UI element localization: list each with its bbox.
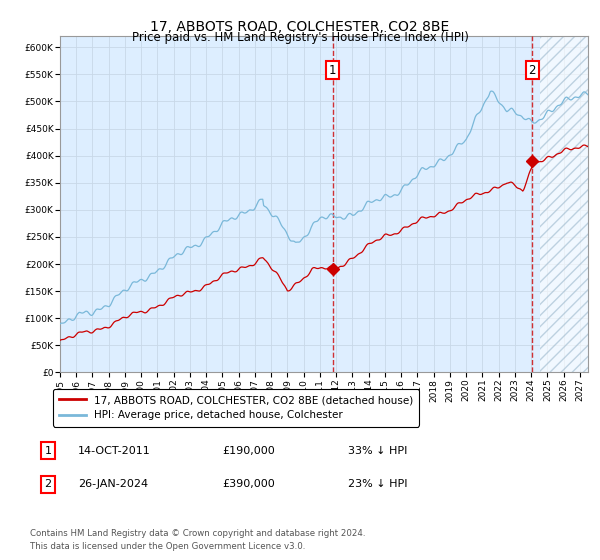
Text: 14-OCT-2011: 14-OCT-2011 bbox=[78, 446, 151, 456]
Text: 23% ↓ HPI: 23% ↓ HPI bbox=[348, 479, 407, 489]
Text: Price paid vs. HM Land Registry's House Price Index (HPI): Price paid vs. HM Land Registry's House … bbox=[131, 31, 469, 44]
Legend: 17, ABBOTS ROAD, COLCHESTER, CO2 8BE (detached house), HPI: Average price, detac: 17, ABBOTS ROAD, COLCHESTER, CO2 8BE (de… bbox=[53, 389, 419, 427]
Text: 33% ↓ HPI: 33% ↓ HPI bbox=[348, 446, 407, 456]
Text: 1: 1 bbox=[329, 63, 337, 77]
Text: 2: 2 bbox=[44, 479, 52, 489]
Text: 2: 2 bbox=[529, 63, 536, 77]
Text: 26-JAN-2024: 26-JAN-2024 bbox=[78, 479, 148, 489]
Text: Contains HM Land Registry data © Crown copyright and database right 2024.
This d: Contains HM Land Registry data © Crown c… bbox=[30, 529, 365, 550]
Text: £390,000: £390,000 bbox=[222, 479, 275, 489]
Text: 17, ABBOTS ROAD, COLCHESTER, CO2 8BE: 17, ABBOTS ROAD, COLCHESTER, CO2 8BE bbox=[151, 20, 449, 34]
Text: 1: 1 bbox=[44, 446, 52, 456]
Text: £190,000: £190,000 bbox=[222, 446, 275, 456]
